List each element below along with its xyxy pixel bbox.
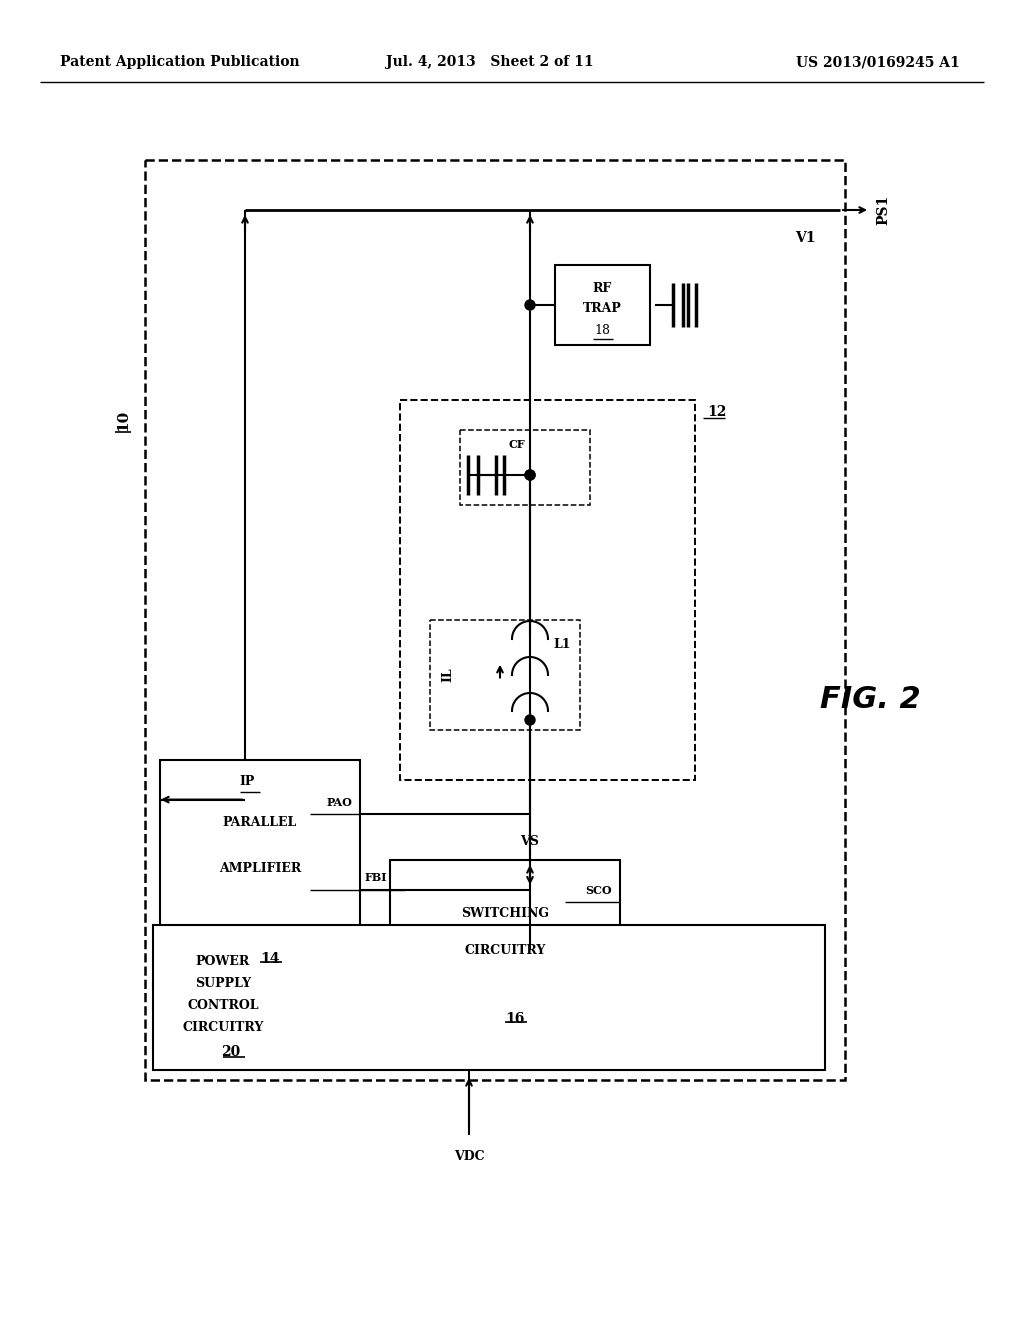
Text: SWITCHING: SWITCHING — [461, 907, 549, 920]
Text: CONTROL: CONTROL — [187, 999, 259, 1012]
Text: TRAP: TRAP — [583, 302, 622, 315]
Text: PS1: PS1 — [876, 195, 890, 226]
Text: 20: 20 — [221, 1045, 241, 1059]
Text: VS: VS — [520, 836, 540, 847]
Text: VDC: VDC — [454, 1150, 484, 1163]
Bar — [145, 160, 845, 1080]
Bar — [400, 400, 695, 780]
Text: 10: 10 — [116, 409, 130, 430]
Text: L1: L1 — [553, 638, 570, 651]
Text: Jul. 4, 2013   Sheet 2 of 11: Jul. 4, 2013 Sheet 2 of 11 — [386, 55, 594, 69]
Text: PARALLEL: PARALLEL — [223, 817, 297, 829]
Circle shape — [525, 715, 535, 725]
Circle shape — [525, 470, 535, 480]
Text: CF: CF — [509, 440, 525, 450]
Text: V1: V1 — [795, 231, 815, 246]
Text: Patent Application Publication: Patent Application Publication — [60, 55, 300, 69]
Text: 18: 18 — [595, 325, 610, 337]
Text: FIG. 2: FIG. 2 — [819, 685, 921, 714]
Text: RF: RF — [593, 282, 612, 296]
Bar — [460, 430, 590, 506]
Text: AMPLIFIER: AMPLIFIER — [219, 862, 301, 874]
Text: PAO: PAO — [326, 796, 352, 808]
Text: CIRCUITRY: CIRCUITRY — [182, 1020, 264, 1034]
Text: CIRCUITRY: CIRCUITRY — [464, 945, 546, 957]
Bar — [160, 760, 360, 940]
Circle shape — [525, 470, 535, 480]
Text: 12: 12 — [707, 405, 726, 418]
Text: 16: 16 — [505, 1012, 524, 1026]
Text: 14: 14 — [260, 952, 280, 966]
Text: SUPPLY: SUPPLY — [195, 977, 251, 990]
Text: IL: IL — [441, 668, 455, 682]
Text: US 2013/0169245 A1: US 2013/0169245 A1 — [797, 55, 961, 69]
Text: SCO: SCO — [586, 884, 612, 895]
Bar — [430, 620, 580, 730]
Bar — [555, 265, 650, 345]
Bar — [390, 861, 620, 1001]
Text: POWER: POWER — [196, 954, 250, 968]
Text: IP: IP — [240, 775, 255, 788]
Text: FBI: FBI — [365, 873, 387, 883]
Bar — [153, 925, 825, 1071]
Circle shape — [525, 300, 535, 310]
